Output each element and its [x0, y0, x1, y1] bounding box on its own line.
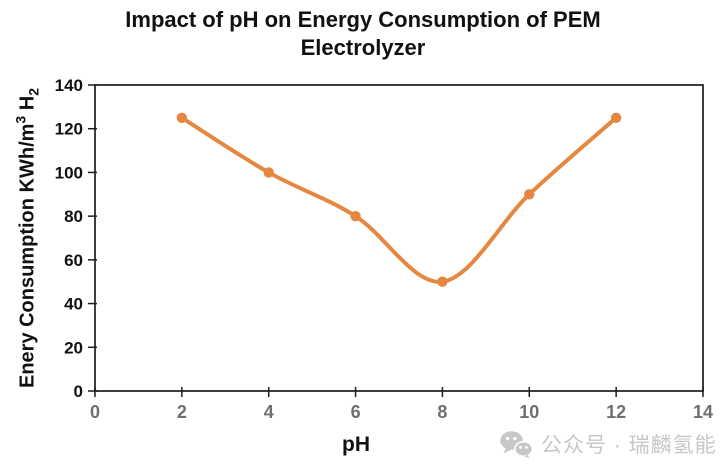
y-tick-label: 120 [55, 120, 83, 139]
y-tick-label: 140 [55, 76, 83, 95]
x-tick-label: 4 [264, 402, 274, 422]
x-tick-label: 2 [177, 402, 187, 422]
x-tick-label: 14 [693, 402, 713, 422]
x-axis-title: pH [342, 433, 370, 456]
x-tick-label: 12 [606, 402, 626, 422]
plot-border [94, 84, 704, 392]
wechat-icon [499, 430, 533, 459]
x-tick-label: 8 [437, 402, 447, 422]
chart-title-text: Impact of pH on Energy Consumption of PE… [125, 7, 601, 60]
data-point-marker [263, 167, 274, 178]
series-line [179, 115, 619, 284]
x-tick-label: 10 [519, 402, 539, 422]
y-tick-label: 100 [55, 163, 83, 182]
data-point-marker [524, 189, 535, 200]
data-point-marker [176, 112, 188, 123]
data-point-marker [610, 112, 622, 123]
data-point-marker [437, 276, 448, 287]
watermark: 公众号 · 瑞麟氢能 [499, 429, 717, 459]
y-tick-label: 20 [64, 338, 83, 357]
data-point-marker [350, 210, 361, 222]
x-tick-label: 0 [90, 402, 100, 422]
y-tick-label: 0 [74, 382, 83, 401]
y-tick-label: 40 [64, 295, 83, 314]
y-tick-label: 60 [64, 251, 83, 270]
y-tick-label: 80 [64, 207, 83, 226]
watermark-text: 公众号 · 瑞麟氢能 [541, 434, 717, 457]
chart-title: Impact of pH on Energy Consumption of PE… [0, 6, 726, 62]
x-tick-label: 6 [351, 402, 361, 422]
